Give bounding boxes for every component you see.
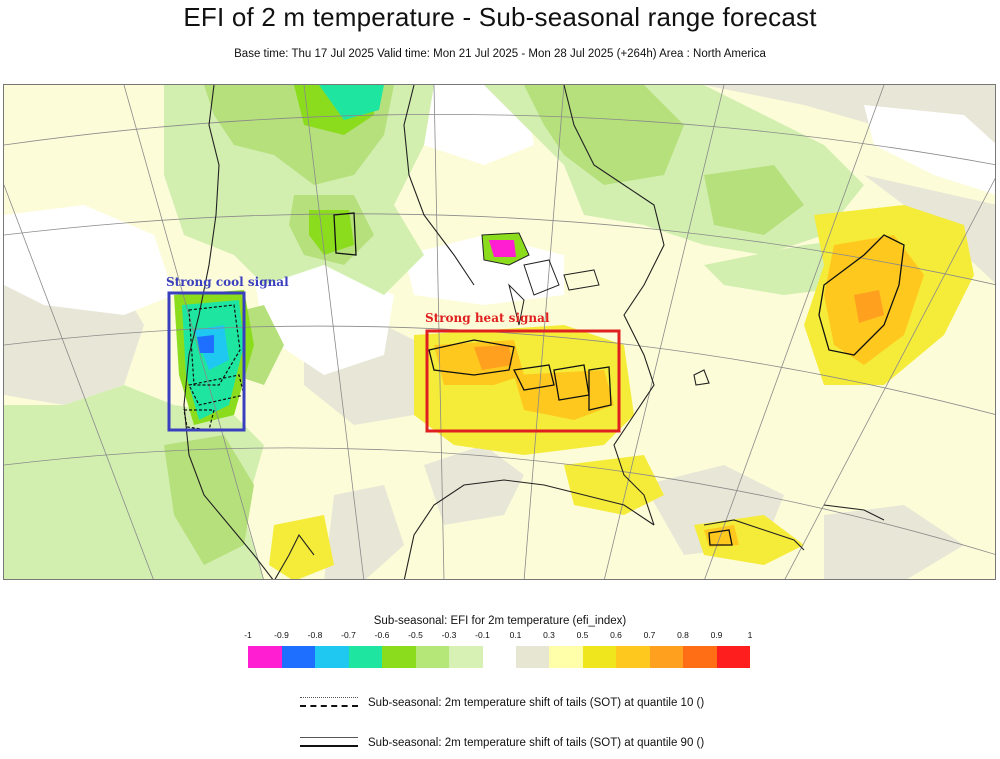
- legend-tick-label: 0.3: [543, 630, 555, 640]
- legend-swatch-negative: [248, 646, 282, 668]
- legend-swatch-positive: [515, 646, 549, 668]
- legend-tick-label: 1: [747, 630, 753, 640]
- legend-swatch-negative: [281, 646, 315, 668]
- legend-swatch-positive: [582, 646, 616, 668]
- legend-tick-label: 0.1: [509, 630, 522, 640]
- coastlines: [183, 85, 885, 579]
- map-subtitle: Base time: Thu 17 Jul 2025 Valid time: M…: [234, 48, 766, 60]
- legend-tick-label: 0.7: [643, 630, 656, 640]
- map-title: EFI of 2 m temperature - Sub-seasonal ra…: [183, 2, 817, 32]
- near-zero-zones: [4, 85, 995, 375]
- legend-swatch-negative: [415, 646, 449, 668]
- heat-signal-label: Strong heat signal: [425, 311, 550, 325]
- cool-signal-box: [167, 291, 246, 432]
- sot-q10-line: [300, 705, 358, 707]
- legend-tick-label: -0.9: [274, 630, 289, 640]
- lakes-magenta-zone: [489, 240, 516, 257]
- legend-tick-label: -0.8: [307, 630, 323, 640]
- map-canvas: [4, 85, 995, 579]
- legend-tick-label: -0.7: [341, 630, 356, 640]
- sot-q90-line-thin: [300, 737, 358, 738]
- warm-strong-zones: [474, 290, 884, 370]
- heat-signal-box: [425, 329, 621, 433]
- legend-swatch-positive: [683, 646, 717, 668]
- legend-tick-label: 0.6: [610, 630, 622, 640]
- legend-swatch-positive: [649, 646, 683, 668]
- cool-peak-zone: [197, 335, 214, 353]
- legend-tick-label: 0.5: [576, 630, 589, 640]
- sot-q90-label: Sub-seasonal: 2m temperature shift of ta…: [368, 737, 705, 749]
- legend-swatch-negative: [449, 646, 483, 668]
- legend-title: Sub-seasonal: EFI for 2m temperature (ef…: [373, 615, 627, 627]
- sot-q90-line: [300, 745, 358, 747]
- forecast-map: Strong cool signal Strong heat signal: [3, 84, 996, 580]
- legend-tick-label: -0.1: [475, 630, 490, 640]
- legend-swatch-positive: [616, 646, 650, 668]
- legend-tick-label: 0.9: [710, 630, 723, 640]
- legend-tick-label: -0.5: [408, 630, 423, 640]
- legend-colorbar: -1 -0.9 -0.8 -0.7 -0.6 -0.5 -0.3 -0.1 0.1 0.3 0.5 0…: [0, 630, 1000, 670]
- legend-tick-label: 0.8: [677, 630, 689, 640]
- cool-signal-label: Strong cool signal: [166, 275, 289, 289]
- sot-q10-line-thin: [300, 697, 358, 698]
- sot-q90-contours: [333, 212, 905, 546]
- sot-q10-label: Sub-seasonal: 2m temperature shift of ta…: [368, 697, 705, 709]
- legend-tick-label: -0.6: [374, 630, 390, 640]
- legend-swatch-negative: [315, 646, 349, 668]
- legend-tick-label: -1: [244, 630, 252, 640]
- legend-swatch-positive: [716, 646, 750, 668]
- legend-swatch-positive: [549, 646, 583, 668]
- legend-tick-label: -0.3: [441, 630, 457, 640]
- legend-swatch-negative: [348, 646, 382, 668]
- lakes: [481, 232, 600, 326]
- legend-swatch-negative: [382, 646, 416, 668]
